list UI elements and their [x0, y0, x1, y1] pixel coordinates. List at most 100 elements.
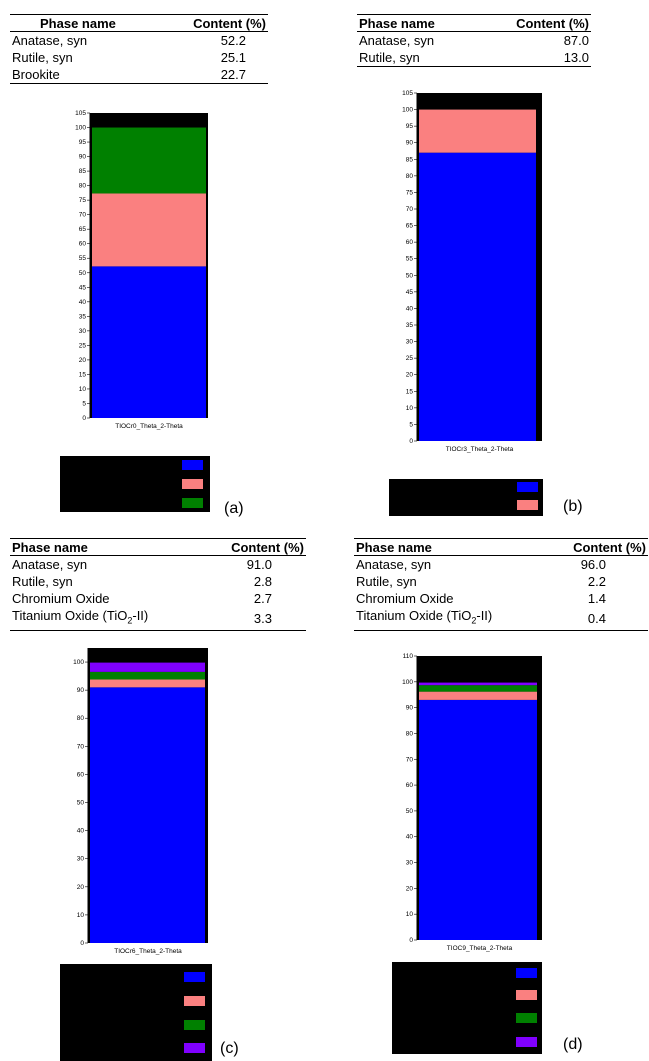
phase-value: 3.3 [201, 607, 306, 631]
y-tick-label: 20 [406, 885, 414, 892]
phase-name-suffix: -II) [476, 608, 493, 623]
phase-value: 2.8 [253, 574, 272, 589]
legend-swatch [516, 1013, 537, 1023]
phase-name: Brookite [10, 66, 161, 84]
col-phase-name: Phase name [10, 14, 161, 32]
phase-name: Anatase, syn [12, 557, 88, 572]
y-tick-label: 20 [406, 372, 414, 379]
col-phase-name: Phase name [354, 538, 544, 556]
legend-swatch [184, 1043, 205, 1053]
bar-segment [90, 671, 205, 680]
phase-value: 96.0 [580, 557, 606, 572]
legend-swatch [184, 972, 205, 982]
y-tick-label: 25 [79, 342, 87, 349]
y-tick-label: 60 [406, 239, 414, 246]
y-tick-label: 55 [406, 256, 414, 263]
col-phase-name: Phase name [10, 538, 202, 556]
y-tick-label: 10 [406, 911, 414, 918]
phase-name: Rutile, syn [357, 49, 477, 67]
phase-name-sub: 2 [127, 615, 133, 626]
y-tick-label: 50 [406, 272, 414, 279]
panel-label-d: (d) [563, 1036, 583, 1053]
y-tick-label: 85 [79, 168, 87, 175]
bar-segment [90, 679, 205, 688]
phase-value: 25.1 [220, 50, 246, 65]
y-tick-label: 80 [79, 183, 87, 190]
legend-c [60, 964, 212, 1061]
y-tick-label: 80 [406, 173, 414, 180]
y-tick-label: 40 [406, 305, 414, 312]
phase-name: Titanium Oxide (TiO2-II) [354, 607, 544, 631]
phase-name: Anatase, syn [359, 33, 435, 48]
y-tick-label: 40 [79, 299, 87, 306]
y-tick-label: 50 [77, 800, 85, 807]
y-tick-label: 0 [80, 940, 84, 947]
y-tick-label: 10 [79, 386, 87, 393]
phase-name: Chromium Oxide [12, 591, 110, 606]
y-tick-label: 15 [79, 371, 87, 378]
legend-swatch [516, 990, 537, 1000]
col-content: Content (%) [476, 14, 591, 32]
phase-value: 13.0 [476, 49, 591, 67]
legend-swatch [516, 1037, 537, 1047]
legend-swatch [184, 1020, 205, 1030]
phase-value: 2.7 [253, 591, 272, 606]
bar-segment [92, 193, 206, 267]
y-tick-label: 70 [79, 212, 87, 219]
legend-swatch [182, 498, 203, 508]
col-content: Content (%) [201, 538, 306, 556]
legend-a [60, 456, 210, 512]
y-tick-label: 5 [82, 400, 86, 407]
panel-label-a: (a) [224, 500, 244, 517]
phase-value: 22.7 [160, 66, 268, 84]
panel-label-b: (b) [563, 498, 583, 515]
y-tick-label: 100 [73, 659, 84, 666]
legend-swatch [516, 968, 537, 978]
phase-table-c: Phase name Content (%) Anatase, syn 91.0 R… [10, 538, 306, 631]
phase-name-sub: 2 [471, 615, 477, 626]
y-tick-label: 65 [79, 226, 87, 233]
phase-value: 1.4 [587, 591, 606, 606]
col-content: Content (%) [543, 538, 648, 556]
y-tick-label: 75 [406, 189, 414, 196]
phase-name: Rutile, syn [12, 50, 73, 65]
y-tick-label: 30 [77, 856, 85, 863]
bar-segment [92, 127, 206, 194]
phase-name: Chromium Oxide [356, 591, 454, 606]
bar-segment [419, 699, 537, 940]
legend-d [392, 962, 542, 1054]
phase-value: 0.4 [543, 607, 648, 631]
y-tick-label: 80 [77, 715, 85, 722]
phase-name: Rutile, syn [12, 574, 73, 589]
y-tick-label: 30 [406, 339, 414, 346]
y-tick-label: 70 [406, 206, 414, 213]
legend-swatch [182, 460, 203, 470]
y-tick-label: 35 [79, 313, 87, 320]
y-tick-label: 35 [406, 322, 414, 329]
phase-name-suffix: -II) [132, 608, 149, 623]
phase-name: Titanium Oxide (TiO2-II) [10, 607, 202, 631]
y-tick-label: 40 [406, 834, 414, 841]
phase-value: 2.2 [587, 574, 606, 589]
panel-label-c: (c) [220, 1040, 239, 1057]
phase-value: 91.0 [246, 557, 272, 572]
phase-table-a: Phase name Content (%) Anatase, syn 52.2 R… [10, 14, 268, 84]
phase-name: Anatase, syn [356, 557, 432, 572]
x-axis-label: TIOCr0_Theta_2-Theta [115, 423, 183, 430]
y-tick-label: 85 [406, 156, 414, 163]
y-tick-label: 95 [406, 123, 414, 130]
y-tick-label: 65 [406, 223, 414, 230]
y-tick-label: 75 [79, 197, 87, 204]
y-tick-label: 70 [77, 743, 85, 750]
y-tick-label: 110 [403, 653, 414, 660]
y-tick-label: 70 [406, 756, 414, 763]
bar-segment [419, 685, 537, 692]
y-tick-label: 20 [79, 357, 87, 364]
phase-name-text: Titanium Oxide (TiO [12, 608, 128, 623]
y-tick-label: 105 [75, 110, 86, 117]
x-axis-label: TIOCr3_Theta_2-Theta [446, 446, 514, 453]
phase-name: Anatase, syn [12, 33, 88, 48]
bar-segment [419, 682, 537, 686]
y-tick-label: 60 [77, 771, 85, 778]
